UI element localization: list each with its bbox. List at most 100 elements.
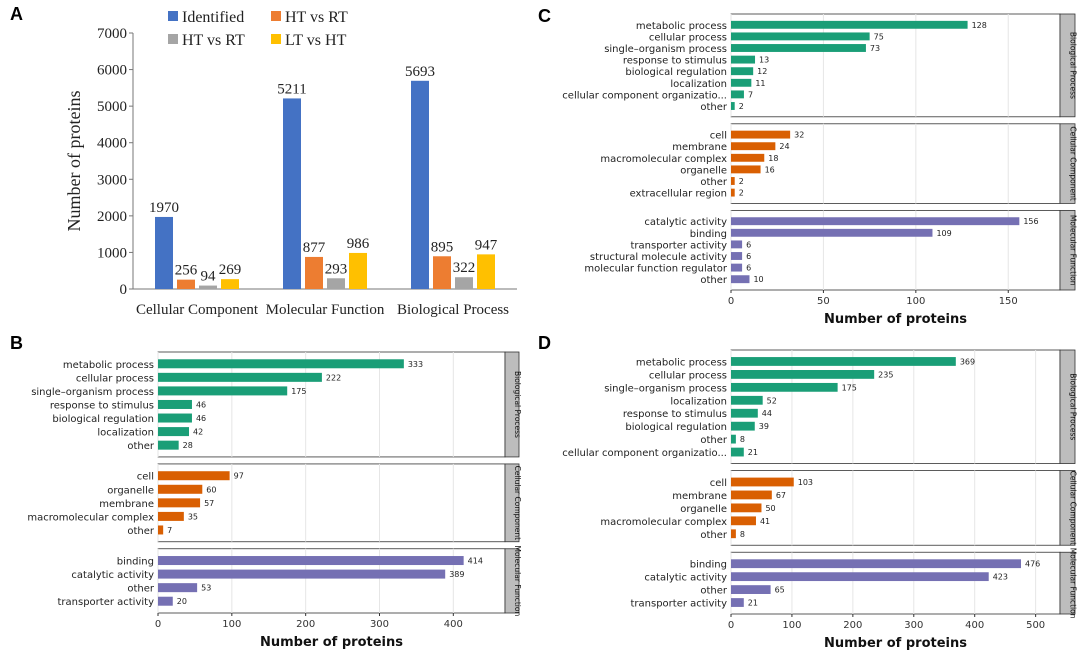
c-bar-value-label: 2 <box>739 102 744 111</box>
c-bar-biological-regulation <box>731 67 754 76</box>
c-bar-localization <box>731 78 752 87</box>
b-x-tick-label: 400 <box>444 619 463 630</box>
a-y-tick-label: 0 <box>120 282 128 298</box>
b-category-label: binding <box>117 557 154 568</box>
c-bar-membrane <box>731 142 776 151</box>
b-bar-value-label: 414 <box>468 557 483 566</box>
d-bar-cellular-component-organizatio <box>731 447 744 457</box>
c-bar-metabolic-process <box>731 20 968 29</box>
d-bar-value-label: 39 <box>759 422 769 431</box>
d-x-tick-label: 200 <box>843 620 862 631</box>
c-bar-value-label: 156 <box>1023 217 1038 226</box>
c-bar-other <box>731 275 750 284</box>
d-bar-value-label: 235 <box>878 370 893 379</box>
a-bar-value-label: 1970 <box>149 200 179 216</box>
d-facet-strip-label-0: Biological Process <box>1069 373 1078 440</box>
c-x-tick-label: 150 <box>999 296 1018 307</box>
a-legend-swatch-2 <box>168 34 178 44</box>
d-x-tick-label: 0 <box>728 620 734 631</box>
d-category-label: binding <box>690 560 727 571</box>
a-y-tick-label: 5000 <box>97 99 127 115</box>
b-bar-value-label: 222 <box>326 373 341 382</box>
c-bar-value-label: 10 <box>753 275 763 284</box>
d-x-tick-label: 400 <box>965 620 984 631</box>
b-category-label: cellular process <box>76 373 154 384</box>
d-bar-binding <box>731 559 1022 569</box>
a-legend-swatch-1 <box>271 11 281 21</box>
a-bar-biological-process-0 <box>411 80 429 289</box>
c-bar-cellular-component-organizatio <box>731 90 744 99</box>
a-bar-value-label: 322 <box>453 260 476 276</box>
d-bar-cell <box>731 477 794 487</box>
b-category-label: catalytic activity <box>71 570 154 581</box>
c-facet-strip-label-1: Cellular Component <box>1069 126 1078 201</box>
a-x-tick-label: Molecular Function <box>266 302 385 318</box>
d-category-label: localization <box>670 396 727 407</box>
c-category-label: structural molecule activity <box>590 252 727 263</box>
a-legend-label-1: HT vs RT <box>285 9 348 26</box>
c-bar-value-label: 128 <box>972 21 987 30</box>
c-category-label: metabolic process <box>636 21 727 32</box>
a-bar-molecular-function-0 <box>283 98 301 289</box>
c-bar-molecular-function-regulator <box>731 263 743 272</box>
c-bar-value-label: 6 <box>746 252 751 261</box>
a-bar-value-label: 5693 <box>405 64 435 80</box>
b-bar-value-label: 28 <box>183 441 193 450</box>
d-bar-value-label: 103 <box>798 478 813 487</box>
c-category-label: localization <box>670 79 727 90</box>
b-bar-other <box>158 525 164 535</box>
d-category-label: single–organism process <box>604 383 727 394</box>
d-bar-value-label: 65 <box>775 586 785 595</box>
d-bar-membrane <box>731 490 772 500</box>
b-bar-value-label: 175 <box>291 387 306 396</box>
panel-letter-d: D <box>538 333 551 353</box>
d-category-label: other <box>700 530 728 541</box>
b-category-label: response to stimulus <box>50 400 154 411</box>
b-category-label: single–organism process <box>31 387 154 398</box>
d-category-label: membrane <box>672 491 727 502</box>
b-bar-value-label: 97 <box>234 472 244 481</box>
c-category-label: other <box>700 177 728 188</box>
c-category-label: response to stimulus <box>623 56 727 67</box>
c-facet-strip-2 <box>1059 209 1076 291</box>
b-bar-value-label: 7 <box>167 526 172 535</box>
panel-b-chart: Biological Process 333 metabolic process 22… <box>27 351 522 650</box>
a-bar-value-label: 269 <box>219 262 242 278</box>
d-category-label: biological regulation <box>625 422 727 433</box>
c-bar-value-label: 11 <box>755 79 765 88</box>
b-bar-other <box>158 583 198 593</box>
b-bar-value-label: 42 <box>193 428 203 437</box>
a-bar-biological-process-3 <box>477 254 495 289</box>
d-bar-single-organism-process <box>731 382 838 392</box>
b-bar-cell <box>158 471 230 481</box>
d-bar-response-to-stimulus <box>731 408 758 418</box>
panel-d-chart: Biological Process 369 metabolic process 23… <box>562 349 1078 651</box>
d-x-tick-label: 300 <box>904 620 923 631</box>
c-x-tick-label: 100 <box>906 296 925 307</box>
b-x-axis-title: Number of proteins <box>260 635 403 650</box>
d-bar-value-label: 21 <box>748 448 758 457</box>
d-bar-macromolecular-complex <box>731 516 756 526</box>
c-category-label: macromolecular complex <box>600 154 727 165</box>
a-bar-value-label: 877 <box>303 240 326 256</box>
d-category-label: cell <box>710 478 727 489</box>
a-bar-biological-process-2 <box>455 277 473 289</box>
a-bar-value-label: 94 <box>201 269 217 285</box>
d-facet-box-0 <box>730 349 1061 464</box>
b-bar-biological-regulation <box>158 413 192 423</box>
b-bar-catalytic-activity <box>158 569 446 579</box>
b-category-label: membrane <box>99 499 154 510</box>
b-facet-strip-label-0: Biological Process <box>513 371 522 438</box>
c-bar-cell <box>731 130 791 139</box>
d-bar-cellular-process <box>731 370 875 379</box>
d-facet-strip-label-2: Molecular Function <box>1069 548 1078 619</box>
b-bar-macromolecular-complex <box>158 511 184 521</box>
c-bar-other <box>731 102 735 110</box>
c-bar-value-label: 2 <box>739 189 744 198</box>
c-x-tick-label: 0 <box>728 296 734 307</box>
d-category-label: catalytic activity <box>644 573 727 584</box>
panel-a-chart: 0 1000 2000 3000 4000 5000 6000 7000 Number of p… <box>64 9 517 318</box>
c-bar-transporter-activity <box>731 240 743 249</box>
c-category-label: binding <box>690 229 727 240</box>
